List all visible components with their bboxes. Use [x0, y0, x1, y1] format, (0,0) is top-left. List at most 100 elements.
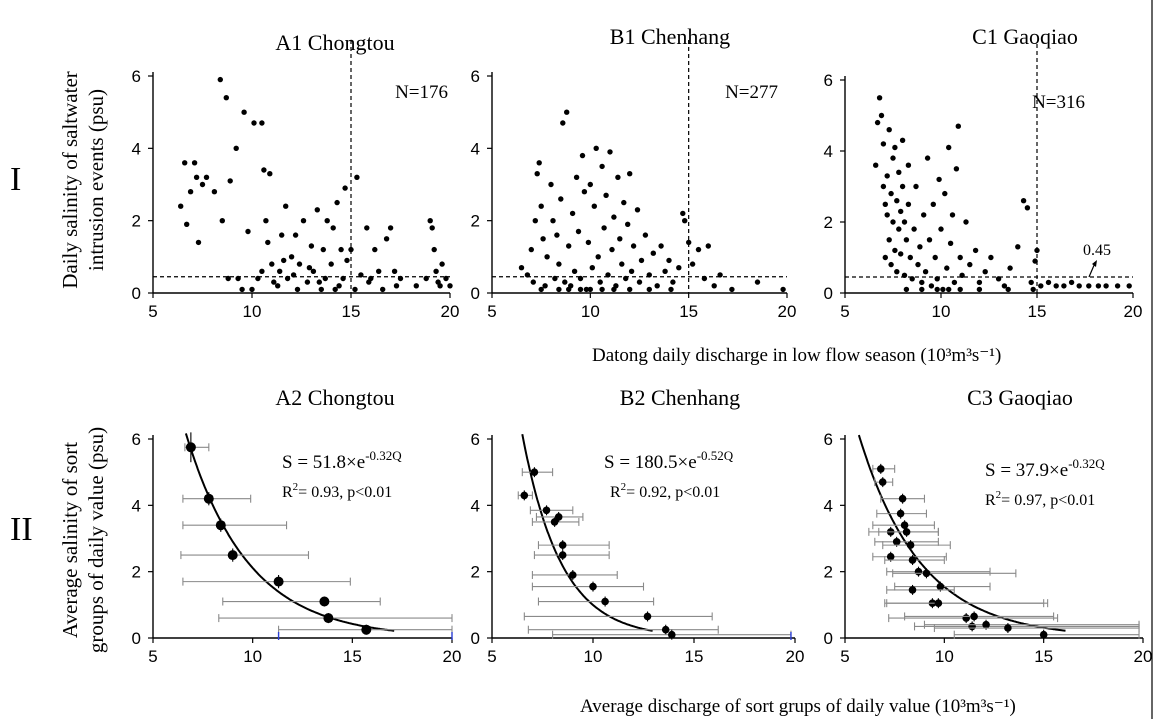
data-point	[946, 144, 952, 151]
data-point	[1053, 283, 1059, 289]
panel-title: B2 Chenhang	[620, 385, 740, 410]
data-point	[364, 225, 370, 231]
data-point	[625, 221, 631, 227]
x-tick-label: 15	[343, 647, 362, 666]
data-point	[548, 181, 554, 188]
data-point	[1028, 279, 1034, 286]
data-point	[187, 189, 194, 195]
data-point	[433, 268, 439, 274]
data-point	[323, 613, 334, 624]
data-point	[300, 218, 307, 224]
data-point	[928, 283, 935, 289]
data-point	[306, 265, 313, 271]
y-tick-label: 0	[132, 284, 141, 303]
data-point	[894, 198, 900, 204]
data-point	[705, 243, 711, 249]
data-point	[319, 596, 330, 607]
data-point	[617, 236, 623, 242]
data-point	[263, 218, 269, 224]
y-tick-label: 2	[824, 213, 833, 232]
data-point	[686, 239, 692, 246]
data-point	[884, 212, 890, 218]
data-point	[658, 243, 664, 249]
data-point	[354, 174, 360, 180]
data-point	[332, 286, 338, 293]
data-point	[661, 625, 670, 634]
data-point	[666, 257, 672, 264]
data-point	[534, 171, 540, 177]
data-point	[342, 185, 348, 191]
data-point	[324, 218, 330, 224]
data-point	[780, 286, 786, 293]
data-point	[1034, 247, 1040, 254]
data-point	[1095, 283, 1102, 289]
data-point	[550, 218, 556, 224]
data-point	[670, 279, 676, 285]
fit-equation: S = 51.8×e-0.32Q	[282, 448, 402, 473]
y-tick-label: 4	[824, 142, 833, 161]
data-point	[261, 167, 267, 173]
data-point	[915, 261, 921, 268]
fit-stats: R2= 0.93, p<0.01	[282, 481, 392, 501]
data-point	[611, 214, 617, 220]
data-point	[217, 76, 223, 83]
data-point	[662, 268, 668, 274]
data-point	[552, 275, 558, 282]
y-tick-label: 6	[471, 430, 480, 449]
data-point	[182, 160, 188, 166]
data-point	[627, 171, 633, 177]
fit-stats-rest: = 0.93, p<0.01	[298, 484, 392, 501]
data-point	[227, 178, 233, 184]
y-tick-label: 2	[824, 563, 833, 582]
data-point	[597, 279, 603, 285]
data-point	[995, 276, 1002, 282]
data-point	[538, 286, 544, 293]
data-point	[903, 237, 910, 243]
data-point	[924, 155, 931, 161]
ylabel-row2-line2: groups of daily value (psu)	[84, 427, 108, 653]
x-tick-label: 5	[148, 302, 157, 321]
data-point	[443, 275, 449, 282]
data-point	[528, 246, 534, 253]
data-point	[717, 272, 723, 278]
data-point	[880, 141, 887, 147]
data-point	[308, 243, 315, 249]
data-point	[976, 279, 983, 286]
data-point	[615, 174, 621, 180]
x-tick-label: 20	[443, 647, 462, 666]
data-point	[314, 207, 320, 213]
fit-stats-r: R	[282, 484, 293, 501]
data-point	[589, 582, 597, 591]
data-point	[536, 160, 542, 166]
data-point	[922, 569, 931, 578]
ylabel-row1: Daily salinity of saltwater intrusion ev…	[58, 71, 108, 289]
y-tick-label: 0	[132, 629, 141, 648]
data-point	[878, 112, 885, 119]
data-point	[676, 265, 682, 271]
data-point	[554, 232, 560, 238]
data-point	[560, 120, 566, 126]
data-point	[241, 109, 247, 115]
data-point	[955, 123, 961, 129]
fit-equation: S = 180.5×e-0.52Q	[604, 448, 734, 473]
data-point	[1038, 283, 1044, 289]
row-label-1: I	[10, 161, 21, 198]
data-point	[558, 551, 567, 559]
panel-title: C3 Gaoqiao	[967, 385, 1073, 410]
data-point	[1076, 283, 1082, 289]
data-point	[926, 237, 933, 243]
data-point	[643, 612, 652, 621]
data-point	[532, 218, 538, 224]
y-tick-label: 4	[471, 139, 480, 158]
data-point	[294, 286, 301, 293]
data-point	[1024, 205, 1031, 211]
data-point	[982, 269, 988, 275]
y-tick-label: 0	[471, 284, 480, 303]
x-tick-label: 5	[487, 302, 496, 321]
panel-title: C1 Gaoqiao	[972, 24, 1078, 49]
data-point	[296, 261, 303, 267]
data-point	[348, 246, 354, 253]
data-point	[336, 283, 342, 289]
data-point	[638, 257, 645, 264]
